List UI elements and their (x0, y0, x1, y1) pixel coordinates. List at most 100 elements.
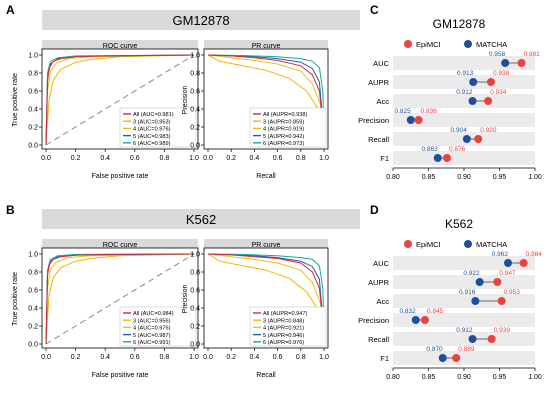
legend-label: 4 (AUC=0.975) (133, 326, 171, 332)
dumbbell-plot-d: EpiMCI MATCHA AUC 0.962 0.984 AUPR 0.922 0.947 A… (358, 240, 542, 381)
matcha-point (438, 354, 447, 362)
section-header-a (42, 10, 360, 30)
row-background (393, 313, 535, 327)
y-tick-label: 0.6 (190, 89, 200, 96)
category-label: Acc (376, 297, 389, 306)
epimci-value-label: 0.981 (524, 51, 541, 58)
row-background (393, 75, 535, 89)
y-tick-label: 0.8 (190, 71, 200, 78)
x-tick-label: 0.85 (422, 174, 436, 181)
y-tick-label: 1.0 (28, 53, 38, 60)
legend-marker (464, 240, 472, 248)
legend-label: All (AUPR=0.938) (263, 112, 307, 118)
x-tick-label: 0.95 (493, 174, 507, 181)
matcha-point (471, 297, 480, 305)
matcha-point (433, 154, 442, 162)
x-tick-label: 0.0 (41, 354, 51, 361)
legend-label: 4 (AUPR=0.921) (263, 326, 304, 332)
epimci-value-label: 0.920 (480, 127, 497, 134)
diagonal-reference-line (45, 54, 195, 146)
series-line-class4 (207, 253, 325, 336)
y-tick-label: 1.0 (190, 53, 200, 60)
y-tick-label: 0.6 (28, 288, 38, 295)
y-tick-label: 1.0 (190, 252, 200, 259)
matcha-point (469, 78, 478, 86)
y-tick-label: 0.0 (190, 143, 200, 150)
matcha-value-label: 0.870 (426, 346, 443, 353)
series-line-class3 (45, 54, 195, 146)
legend-label: All (AUC=0.981) (133, 112, 174, 118)
row-background (393, 113, 535, 127)
epimci-value-label: 0.947 (499, 270, 516, 277)
x-tick-label: 0.90 (457, 374, 471, 381)
row-background (393, 351, 535, 365)
epimci-point (517, 59, 526, 67)
section-title-b: K562 (186, 212, 216, 227)
epimci-value-label: 0.934 (490, 89, 507, 96)
legend-marker (464, 40, 472, 48)
panel-title-c: GM12878 (433, 17, 486, 31)
y-tick-label: 0.4 (28, 306, 38, 313)
dumbbell-plot-c: EpiMCI MATCHA AUC 0.958 0.981 AUPR 0.913 0.938 A… (358, 40, 542, 181)
pr-xlabel-a: Recall (256, 173, 276, 180)
legend-box (249, 107, 327, 148)
epimci-point (442, 154, 451, 162)
x-tick-label: 0.0 (41, 155, 51, 162)
x-tick-label: 0.6 (273, 155, 283, 162)
x-tick-label: 0.0 (203, 354, 213, 361)
epimci-point (493, 278, 502, 286)
epimci-point (414, 116, 423, 124)
series-line-class6 (207, 54, 325, 137)
y-tick-label: 0.6 (190, 288, 200, 295)
legend-label: EpiMCI (416, 40, 441, 49)
diagonal-reference-line (45, 253, 195, 345)
category-label: F1 (380, 354, 389, 363)
epimci-point (452, 354, 461, 362)
epimci-point (420, 316, 429, 324)
series-line-all (207, 253, 325, 336)
y-tick-label: 0.2 (28, 324, 38, 331)
legend-label: 6 (AUPR=0.976) (263, 340, 304, 346)
row-background (393, 56, 535, 70)
category-label: AUPR (368, 78, 389, 87)
matcha-point (501, 59, 510, 67)
legend-box (119, 306, 197, 347)
y-tick-label: 0.6 (28, 89, 38, 96)
matcha-value-label: 0.912 (456, 327, 473, 334)
matcha-point (504, 259, 513, 267)
x-tick-label: 0.90 (457, 174, 471, 181)
y-tick-label: 0.8 (190, 270, 200, 277)
row-background (393, 332, 535, 346)
x-tick-label: 0.8 (296, 354, 306, 361)
epimci-point (487, 335, 496, 343)
row-background (393, 275, 535, 289)
matcha-value-label: 0.825 (394, 108, 411, 115)
legend-label: 3 (AUC=0.956) (133, 318, 171, 324)
epimci-value-label: 0.984 (526, 251, 543, 258)
legend-label: 6 (AUC=0.989) (133, 141, 171, 147)
epimci-value-label: 0.939 (494, 327, 511, 334)
matcha-value-label: 0.913 (457, 70, 474, 77)
section-header-b (42, 209, 360, 229)
matcha-value-label: 0.832 (399, 308, 416, 315)
panel-letter-c: C (370, 3, 379, 17)
row-background (393, 294, 535, 308)
row-background (393, 151, 535, 165)
roc-title-a: ROC curve (103, 43, 138, 50)
epimci-value-label: 0.836 (421, 108, 438, 115)
y-tick-label: 0.2 (190, 324, 200, 331)
legend-label: 5 (AUPR=0.946) (263, 333, 304, 339)
x-tick-label: 0.4 (250, 155, 260, 162)
series-line-class4 (207, 54, 325, 137)
roc-xlabel-b: False positive rate (92, 372, 149, 379)
x-tick-label: 0.6 (130, 354, 140, 361)
x-tick-label: 0.95 (493, 374, 507, 381)
matcha-value-label: 0.922 (463, 270, 480, 277)
x-tick-label: 0.4 (250, 354, 260, 361)
x-tick-label: 0.80 (386, 174, 400, 181)
category-label: Precision (358, 116, 389, 125)
y-tick-label: 0.4 (28, 107, 38, 114)
category-label: F1 (380, 154, 389, 163)
epimci-point (519, 259, 528, 267)
panel-title-d: K562 (445, 217, 473, 231)
